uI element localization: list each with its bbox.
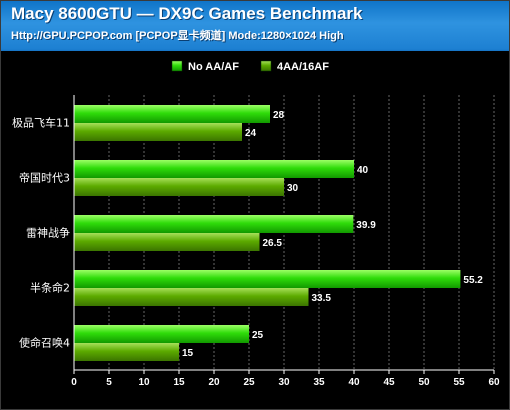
x-tick-label-60: 60 [488,377,500,388]
legend-label-1: No AA/AF [188,61,239,73]
chart-title: Macy 8600GTU — DX9C Games Benchmark [11,4,363,23]
x-tick-label-25: 25 [243,377,255,388]
data-label-1-3: 39.9 [356,220,376,231]
x-tick-label-30: 30 [278,377,290,388]
bar-2-4 [74,288,309,306]
data-label-2-2: 30 [287,183,299,194]
data-label-2-1: 24 [245,128,257,139]
legend-label-2: 4AA/16AF [277,61,329,73]
x-tick-label-15: 15 [173,377,185,388]
data-label-1-1: 28 [273,110,285,121]
category-label-4: 半条命2 [30,281,70,295]
x-tick-label-45: 45 [383,377,395,388]
x-tick-label-50: 50 [418,377,430,388]
bar-2-5 [74,343,179,361]
data-label-2-4: 33.5 [312,293,332,304]
chart-plot: No AA/AF 4AA/16AF 28 24 40 30 39.9 26.5 55.2 33.… [12,60,500,388]
chart-header: Macy 8600GTU — DX9C Games Benchmark Http… [1,1,509,51]
bar-1-2 [74,160,354,178]
category-label-1: 极品飞车11 [12,116,70,130]
legend-swatch-1 [171,60,183,72]
x-tick-label-40: 40 [348,377,360,388]
x-tick-label-35: 35 [313,377,325,388]
x-tick-label-55: 55 [453,377,465,388]
bar-1-3 [74,215,354,233]
bar-1-1 [74,105,270,123]
data-label-2-3: 26.5 [263,238,283,249]
data-label-1-5: 25 [252,330,264,341]
bar-2-1 [74,123,242,141]
x-tick-label-5: 5 [106,377,112,388]
bar-2-2 [74,178,284,196]
bars: 28 24 40 30 39.9 26.5 55.2 33.5 25 15 [74,105,483,361]
x-tick-label-10: 10 [138,377,150,388]
x-tick-label-0: 0 [71,377,77,388]
chart-subtitle: Http://GPU.PCPOP.com [PCPOP显卡频道] Mode:12… [11,30,344,42]
category-label-2: 帝国时代3 [19,171,70,185]
legend: No AA/AF 4AA/16AF [171,60,329,73]
category-label-3: 雷神战争 [26,226,70,240]
data-label-1-4: 55.2 [463,275,483,286]
bar-1-5 [74,325,249,343]
category-label-5: 使命召唤4 [19,336,70,350]
data-label-2-5: 15 [182,348,194,359]
x-tick-label-20: 20 [208,377,220,388]
bar-2-3 [74,233,260,251]
legend-swatch-2 [260,60,272,72]
bar-1-4 [74,270,461,288]
data-label-1-2: 40 [357,165,369,176]
